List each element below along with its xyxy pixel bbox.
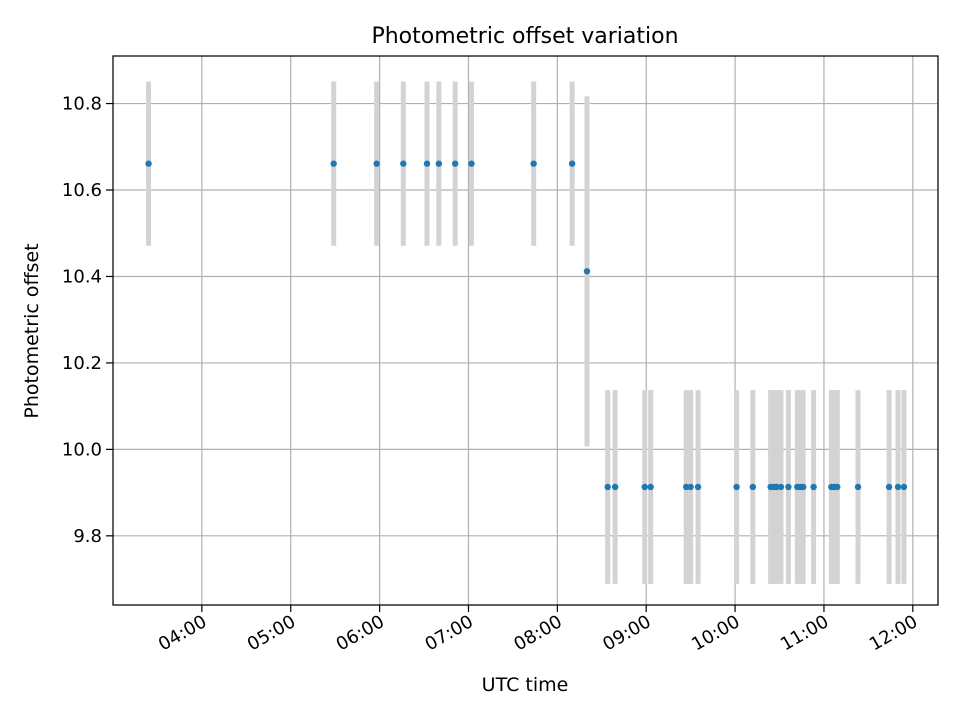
data-point (733, 483, 740, 491)
data-point (641, 483, 648, 491)
data-point (330, 160, 337, 167)
data-point (800, 483, 807, 491)
y-tick-label: 10.0 (62, 439, 102, 460)
point-layer (145, 160, 908, 491)
data-point (749, 483, 757, 491)
data-point (885, 483, 893, 491)
data-point (854, 483, 862, 491)
grid-layer (113, 56, 938, 605)
data-point (687, 483, 694, 491)
data-point (611, 483, 619, 491)
data-point (785, 483, 792, 491)
y-tick-label: 10.8 (62, 94, 102, 115)
data-point (583, 268, 591, 275)
x-axis-label: UTC time (482, 674, 569, 696)
data-point (810, 483, 817, 491)
data-point (400, 160, 407, 167)
data-point (604, 483, 611, 491)
data-point (894, 483, 902, 491)
data-point (834, 483, 841, 491)
data-point (373, 160, 380, 167)
data-point (423, 160, 431, 167)
y-axis-ticks: 9.8 10.0 10.2 10.4 10.6 10.8 (62, 94, 113, 547)
y-tick-label: 10.2 (62, 353, 102, 374)
plot-frame (112, 55, 939, 606)
data-point (435, 160, 443, 167)
data-point (530, 160, 537, 167)
data-point (900, 483, 908, 491)
y-axis-label: Photometric offset (21, 243, 43, 418)
data-point (468, 160, 475, 167)
y-tick-label: 9.8 (73, 526, 102, 547)
data-point (568, 160, 576, 167)
chart-title: Photometric offset variation (371, 24, 678, 49)
y-tick-label: 10.6 (62, 180, 102, 201)
data-point (694, 483, 702, 491)
data-point (145, 160, 152, 167)
data-point (777, 483, 785, 491)
data-point (683, 483, 690, 491)
data-point (647, 483, 654, 491)
data-point (773, 483, 780, 491)
y-tick-label: 10.4 (62, 266, 102, 287)
data-point (451, 160, 459, 167)
